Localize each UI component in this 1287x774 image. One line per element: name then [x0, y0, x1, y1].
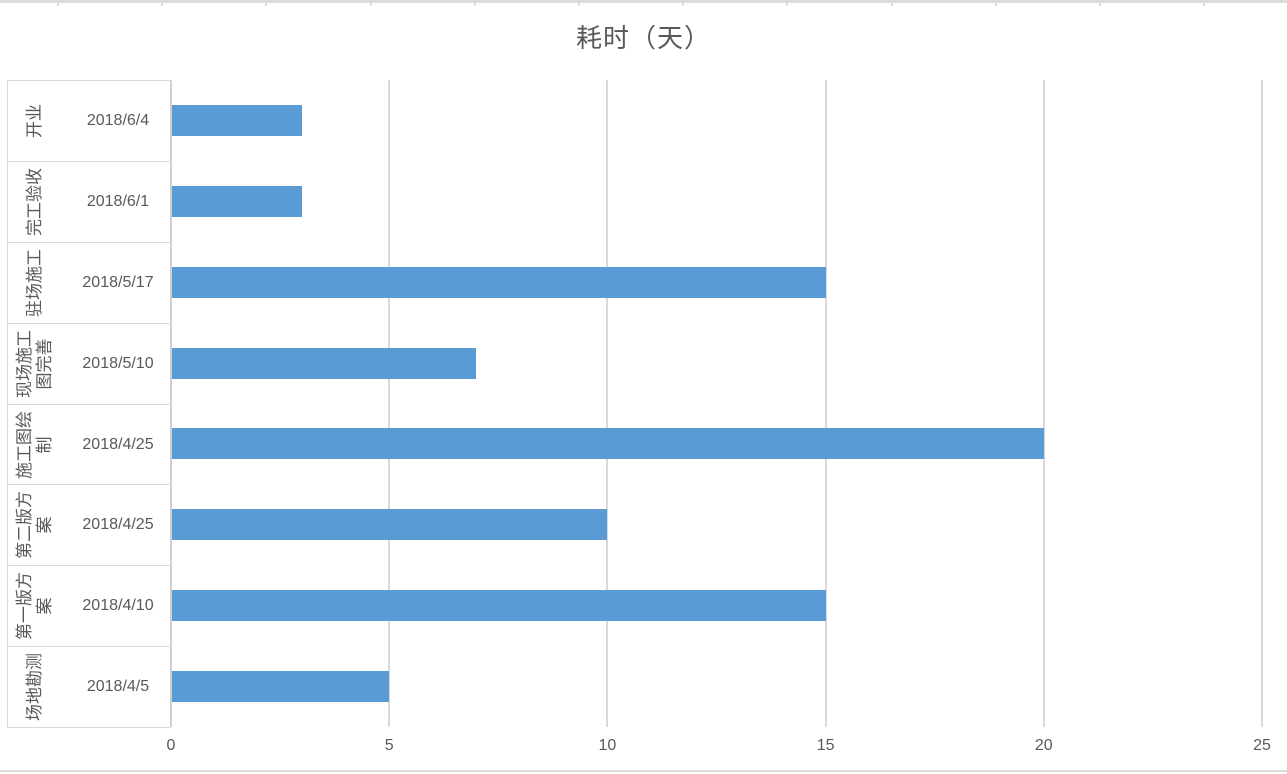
bar-现场施工图完善[interactable] — [172, 348, 476, 379]
gridline-25 — [1261, 80, 1263, 727]
category-label-text: 施工图绘制 — [15, 410, 54, 479]
chart-title[interactable]: 耗时（天） — [575, 23, 711, 53]
x-axis-tick-label: 20 — [1034, 737, 1053, 754]
row-separator — [7, 565, 171, 566]
spreadsheet-column-tick — [891, 0, 893, 6]
spreadsheet-column-tick — [1203, 0, 1205, 6]
category-label: 第一版方案 — [6, 565, 64, 646]
bar-第一版方案[interactable] — [172, 590, 826, 621]
bar-施工图绘制[interactable] — [172, 428, 1044, 459]
spreadsheet-bottom-edge — [0, 770, 1287, 772]
category-label: 施工图绘制 — [6, 404, 64, 485]
spreadsheet-column-tick — [265, 0, 267, 6]
spreadsheet-column-tick — [786, 0, 788, 6]
date-label: 2018/6/1 — [86, 192, 150, 210]
category-label-text: 开业 — [25, 103, 44, 138]
date-label: 2018/5/17 — [82, 273, 154, 291]
row-separator — [7, 161, 171, 162]
row-separator — [7, 323, 171, 324]
category-label: 现场施工图完善 — [6, 323, 64, 404]
category-label: 完工验收 — [6, 161, 64, 242]
x-axis-tick-label: 5 — [384, 737, 394, 754]
spreadsheet-column-tick — [370, 0, 372, 6]
date-label: 2018/5/10 — [82, 354, 154, 372]
category-label: 驻场施工 — [6, 242, 64, 323]
date-label: 2018/4/5 — [86, 677, 150, 695]
date-label: 2018/4/25 — [82, 515, 154, 533]
category-label-text: 第一版方案 — [15, 571, 54, 640]
date-label: 2018/4/10 — [82, 596, 154, 614]
category-label-text: 驻场施工 — [25, 248, 44, 317]
spreadsheet-column-tick — [57, 0, 59, 6]
category-label: 第二版方案 — [6, 484, 64, 565]
date-label: 2018/6/4 — [86, 111, 150, 129]
category-label: 开业 — [6, 80, 64, 161]
category-label-text: 现场施工图完善 — [15, 329, 54, 398]
row-separator — [7, 727, 171, 728]
label-area-left-border — [7, 80, 8, 727]
spreadsheet-column-tick — [578, 0, 580, 6]
row-separator — [7, 80, 171, 81]
row-separator — [7, 484, 171, 485]
bar-完工验收[interactable] — [172, 186, 302, 217]
row-separator — [7, 646, 171, 647]
category-label-text: 第二版方案 — [15, 490, 54, 559]
bar-驻场施工[interactable] — [172, 267, 826, 298]
gridline-20 — [1042, 80, 1045, 727]
category-axis-line — [170, 80, 172, 727]
x-axis-tick-label: 25 — [1253, 737, 1271, 754]
spreadsheet-column-tick — [995, 0, 997, 6]
bar-场地勘测[interactable] — [172, 671, 389, 702]
row-separator — [7, 404, 171, 405]
spreadsheet-top-edge — [0, 0, 1287, 3]
spreadsheet-column-tick — [682, 0, 684, 6]
x-axis-tick-label: 10 — [598, 737, 617, 754]
gridline-15 — [824, 80, 827, 727]
x-axis-tick-label: 0 — [166, 737, 176, 754]
gridline-10 — [606, 80, 609, 727]
spreadsheet-column-tick — [474, 0, 476, 6]
gridline-5 — [388, 80, 391, 727]
spreadsheet-column-tick — [161, 0, 163, 6]
date-label: 2018/4/25 — [82, 435, 154, 453]
bar-第二版方案[interactable] — [172, 509, 607, 540]
category-label: 场地勘测 — [6, 646, 64, 727]
category-label-text: 场地勘测 — [25, 652, 44, 721]
category-label-text: 完工验收 — [25, 167, 44, 236]
bar-开业[interactable] — [172, 105, 302, 136]
x-axis-tick-label: 15 — [816, 737, 835, 754]
row-separator — [7, 242, 171, 243]
spreadsheet-column-tick — [1099, 0, 1101, 6]
